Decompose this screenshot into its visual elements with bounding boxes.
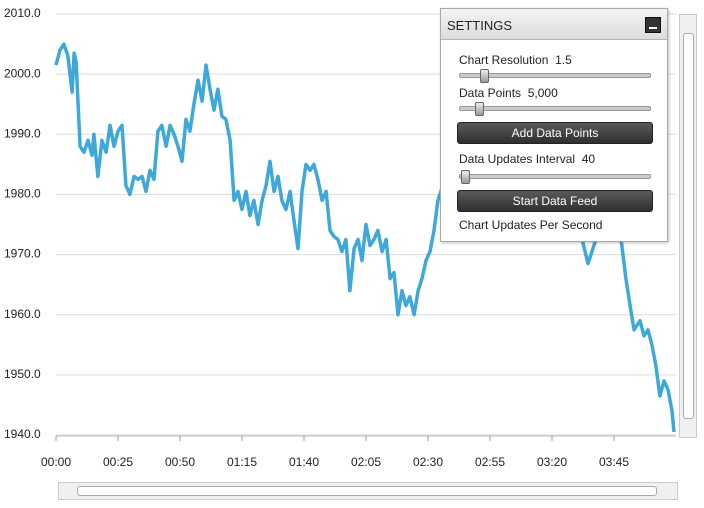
x-tick-label: 02:55 (475, 455, 505, 469)
x-tick-label: 03:45 (599, 455, 629, 469)
settings-panel: SETTINGS Chart Resolution 1.5 Data Point… (440, 8, 668, 242)
panel-header: SETTINGS (441, 9, 667, 40)
x-tick-label: 01:15 (227, 455, 257, 469)
slider[interactable] (459, 69, 651, 83)
x-tick-label: 02:05 (351, 455, 381, 469)
panel-title: SETTINGS (447, 18, 513, 33)
horizontal-scrollbar[interactable] (58, 482, 678, 500)
minimize-button[interactable] (645, 17, 661, 33)
y-tick-label: 2010.0 (4, 6, 41, 20)
y-tick-label: 2000.0 (4, 66, 41, 80)
label: Data Updates Interval (459, 152, 576, 166)
label: Chart Updates Per Second (459, 218, 603, 232)
value: 1.5 (555, 53, 572, 67)
vertical-scrollbar[interactable] (679, 14, 697, 438)
slider-thumb[interactable] (461, 170, 470, 184)
y-tick-label: 1960.0 (4, 307, 41, 321)
x-tick-label: 00:00 (41, 455, 71, 469)
label: Data Points (459, 86, 522, 100)
x-tick-label: 03:20 (537, 455, 567, 469)
y-tick-label: 1980.0 (4, 187, 41, 201)
y-tick-label: 1990.0 (4, 126, 41, 140)
x-tick-label: 02:30 (413, 455, 443, 469)
label: Chart Resolution (459, 53, 549, 67)
y-tick-label: 1970.0 (4, 247, 41, 261)
value: 40 (581, 152, 596, 166)
button[interactable]: Add Data Points (457, 122, 653, 144)
x-tick-label: 00:50 (165, 455, 195, 469)
value: 5,000 (527, 86, 558, 100)
y-tick-label: 1950.0 (4, 367, 41, 381)
y-tick-label: 1940.0 (4, 427, 41, 441)
scroll-thumb[interactable] (683, 33, 694, 419)
slider-thumb[interactable] (475, 102, 484, 116)
button[interactable]: Start Data Feed (457, 190, 653, 212)
scroll-thumb[interactable] (77, 486, 657, 496)
x-tick-label: 01:40 (289, 455, 319, 469)
slider[interactable] (459, 102, 651, 116)
slider-thumb[interactable] (480, 69, 489, 83)
slider[interactable] (459, 170, 651, 184)
x-tick-label: 00:25 (103, 455, 133, 469)
